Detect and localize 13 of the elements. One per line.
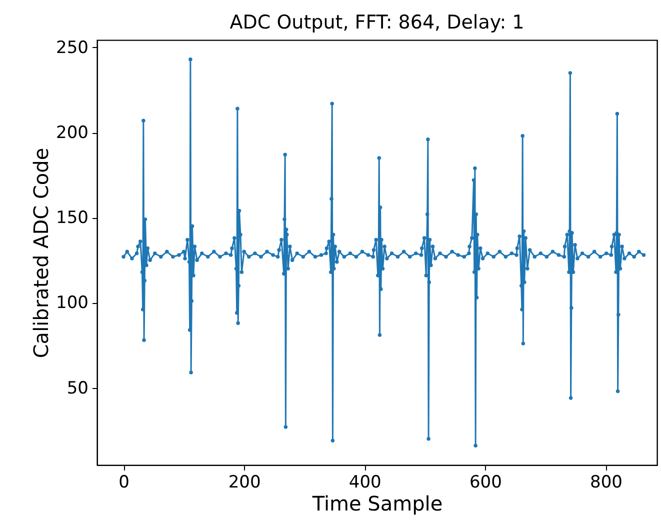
x-tick-label: 600	[469, 472, 502, 492]
y-axis-title: Calibrated ADC Code	[29, 148, 54, 358]
y-tick-label: 100	[56, 293, 88, 314]
chart-title: ADC Output, FFT: 864, Delay: 1	[230, 11, 524, 34]
y-tick-label: 250	[56, 38, 88, 58]
x-axis-title: Time Sample	[311, 492, 443, 516]
y-tick-label: 150	[56, 208, 88, 228]
x-tick-label: 400	[348, 472, 382, 492]
x-tick-label: 0	[118, 472, 130, 492]
y-tick-label: 200	[56, 123, 88, 144]
x-tick-label: 200	[228, 472, 261, 492]
y-tick-label: 50	[66, 378, 88, 398]
x-tick-label: 800	[590, 472, 622, 492]
